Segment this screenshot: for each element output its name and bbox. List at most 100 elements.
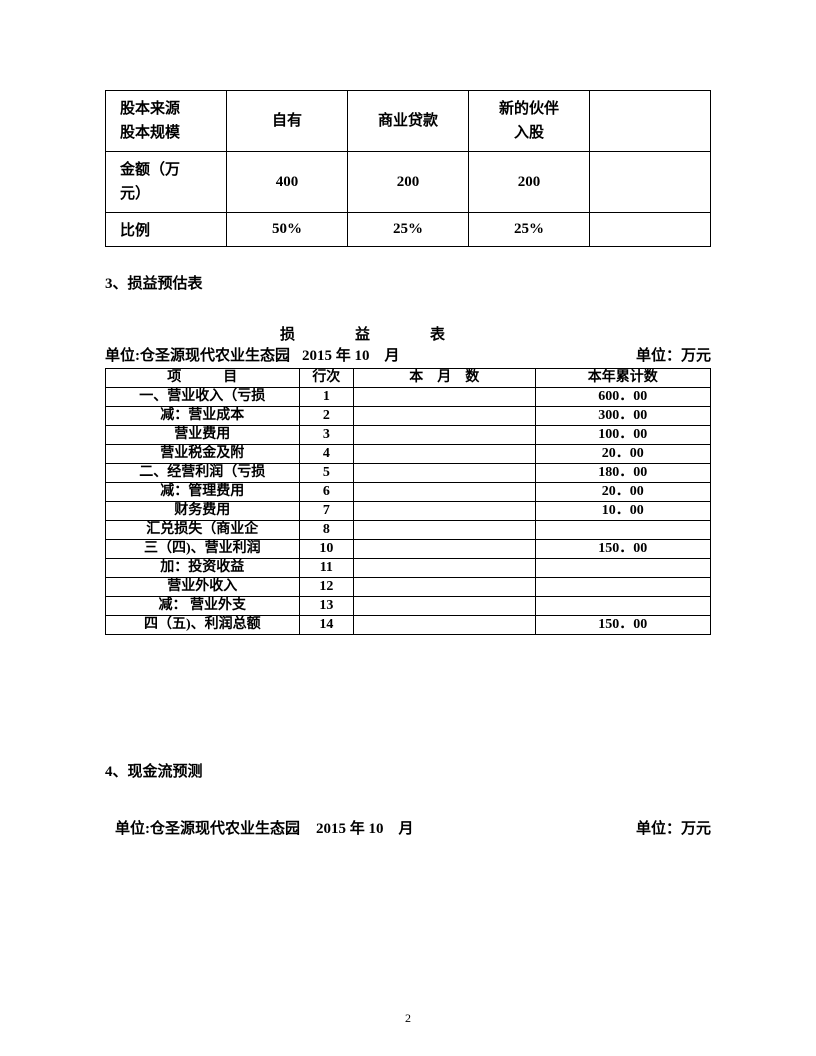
pl-year: 150．00 [535, 616, 710, 635]
pl-month [354, 521, 536, 540]
pl-year: 300．00 [535, 407, 710, 426]
pl-item: 营业税金及附 [106, 445, 300, 464]
cash-unit-left: 单位:仓圣源现代农业生态园 [115, 819, 300, 839]
pl-year [535, 578, 710, 597]
profit-loss-section: 损 益 表 单位:仓圣源现代农业生态园 2015 年 10 月 单位：万元 项 … [105, 323, 711, 635]
pl-seq: 12 [299, 578, 353, 597]
pl-seq: 10 [299, 540, 353, 559]
pl-seq: 3 [299, 426, 353, 445]
pl-col-year: 本年累计数 [535, 369, 710, 388]
pl-item: 营业费用 [106, 426, 300, 445]
pl-seq: 8 [299, 521, 353, 540]
capital-amount-1: 400 [227, 152, 348, 213]
capital-col-4 [590, 91, 711, 152]
table-row: 减：营业成本2 300．00 [106, 407, 711, 426]
pl-item: 营业外收入 [106, 578, 300, 597]
pl-date: 2015 年 10 月 [290, 346, 636, 366]
pl-year [535, 521, 710, 540]
pl-item: 减：营业成本 [106, 407, 300, 426]
table-row: 营业外收入12 [106, 578, 711, 597]
capital-col-2: 商业贷款 [348, 91, 469, 152]
capital-source-table: 股本来源 股本规模 自有 商业贷款 新的伙伴 入股 金额（万 元） 400 20… [105, 90, 711, 247]
table-row: 减： 营业外支13 [106, 597, 711, 616]
capital-ratio-1: 50% [227, 213, 348, 247]
pl-year: 600．00 [535, 388, 710, 407]
pl-item: 二、经营利润（亏损 [106, 464, 300, 483]
pl-col-item: 项 目 [106, 369, 300, 388]
pl-seq: 1 [299, 388, 353, 407]
pl-month [354, 388, 536, 407]
pl-item: 财务费用 [106, 502, 300, 521]
pl-month [354, 559, 536, 578]
cash-date: 2015 年 10 月 [300, 819, 636, 839]
pl-year: 180．00 [535, 464, 710, 483]
pl-seq: 14 [299, 616, 353, 635]
pl-seq: 11 [299, 559, 353, 578]
pl-seq: 5 [299, 464, 353, 483]
table-row: 四（五)、利润总额14 150．00 [106, 616, 711, 635]
table-row: 财务费用7 10．00 [106, 502, 711, 521]
pl-month [354, 445, 536, 464]
pl-month [354, 483, 536, 502]
capital-amount-2: 200 [348, 152, 469, 213]
pl-year [535, 559, 710, 578]
pl-month [354, 502, 536, 521]
capital-row-ratio-label: 比例 [106, 213, 227, 247]
pl-item: 减：管理费用 [106, 483, 300, 502]
pl-month [354, 407, 536, 426]
section-3-heading: 3、损益预估表 [105, 272, 711, 293]
pl-month [354, 426, 536, 445]
pl-seq: 7 [299, 502, 353, 521]
capital-col-3: 新的伙伴 入股 [469, 91, 590, 152]
capital-amount-4 [590, 152, 711, 213]
pl-month [354, 597, 536, 616]
pl-seq: 4 [299, 445, 353, 464]
pl-month [354, 464, 536, 483]
pl-seq: 13 [299, 597, 353, 616]
pl-year: 100．00 [535, 426, 710, 445]
pl-item: 一、营业收入（亏损 [106, 388, 300, 407]
table-row: 营业税金及附4 20．00 [106, 445, 711, 464]
section-4-heading: 4、现金流预测 [105, 760, 711, 781]
pl-year [535, 597, 710, 616]
pl-year: 20．00 [535, 483, 710, 502]
capital-header-cell: 股本来源 股本规模 [106, 91, 227, 152]
capital-ratio-4 [590, 213, 711, 247]
table-row: 三（四)、营业利润10 150．00 [106, 540, 711, 559]
pl-item: 汇兑损失（商业企 [106, 521, 300, 540]
capital-row-amount-label: 金额（万 元） [106, 152, 227, 213]
pl-item: 三（四)、营业利润 [106, 540, 300, 559]
table-row: 营业费用3 100．00 [106, 426, 711, 445]
pl-month [354, 540, 536, 559]
table-row: 汇兑损失（商业企8 [106, 521, 711, 540]
cashflow-meta: 单位:仓圣源现代农业生态园 2015 年 10 月 单位：万元 [105, 819, 711, 839]
capital-ratio-2: 25% [348, 213, 469, 247]
pl-unit-right: 单位：万元 [636, 346, 711, 366]
profit-loss-meta: 单位:仓圣源现代农业生态园 2015 年 10 月 单位：万元 [105, 346, 711, 366]
capital-ratio-3: 25% [469, 213, 590, 247]
capital-amount-3: 200 [469, 152, 590, 213]
profit-loss-table: 项 目 行次 本 月 数 本年累计数 一、营业收入（亏损1600．00减：营业成… [105, 368, 711, 635]
table-row: 加：投资收益11 [106, 559, 711, 578]
pl-year: 150．00 [535, 540, 710, 559]
table-row: 一、营业收入（亏损1 600．00 [106, 388, 711, 407]
capital-col-1: 自有 [227, 91, 348, 152]
pl-col-month: 本 月 数 [354, 369, 536, 388]
table-row: 二、经营利润（亏损5 180．00 [106, 464, 711, 483]
pl-item: 加：投资收益 [106, 559, 300, 578]
section-4: 4、现金流预测 单位:仓圣源现代农业生态园 2015 年 10 月 单位：万元 [105, 760, 711, 839]
pl-unit-left: 单位:仓圣源现代农业生态园 [105, 346, 290, 366]
cash-unit-right: 单位：万元 [636, 819, 711, 839]
pl-seq: 6 [299, 483, 353, 502]
pl-item: 减： 营业外支 [106, 597, 300, 616]
pl-month [354, 578, 536, 597]
page-number: 2 [0, 1011, 816, 1026]
pl-month [354, 616, 536, 635]
pl-seq: 2 [299, 407, 353, 426]
pl-year: 20．00 [535, 445, 710, 464]
pl-col-seq: 行次 [299, 369, 353, 388]
table-row: 减：管理费用6 20．00 [106, 483, 711, 502]
pl-item: 四（五)、利润总额 [106, 616, 300, 635]
profit-loss-title: 损 益 表 [105, 323, 711, 344]
pl-year: 10．00 [535, 502, 710, 521]
